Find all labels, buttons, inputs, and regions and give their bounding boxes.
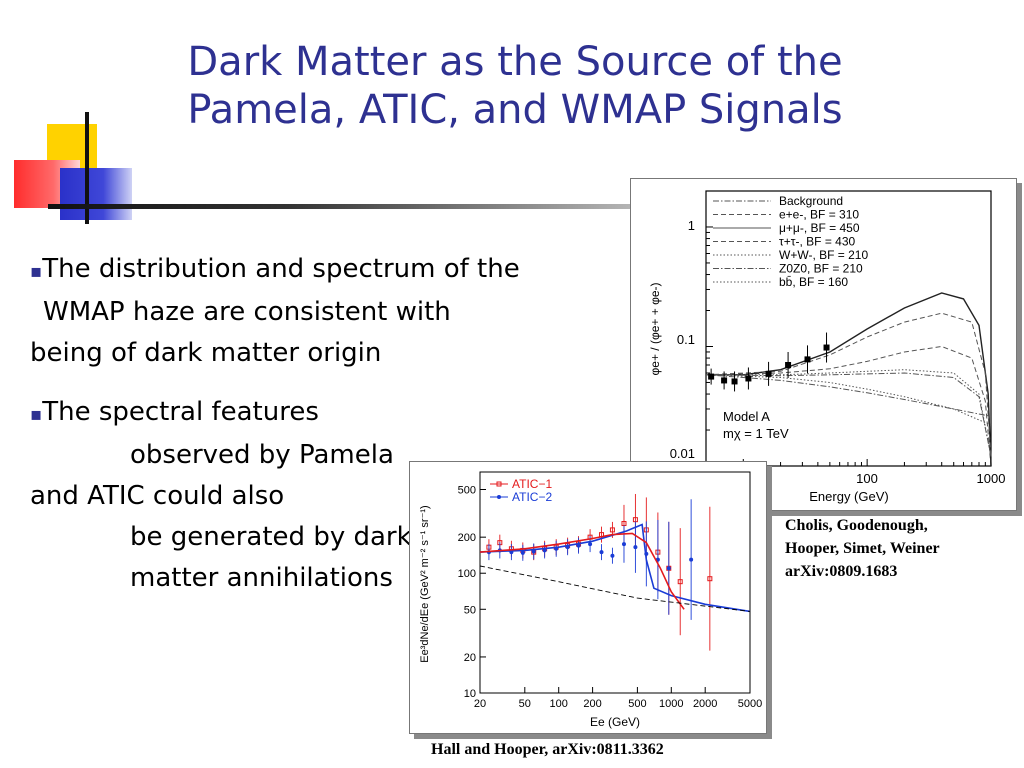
- positron-fraction-figure: Background e+e-, BF = 310 μ+μ-, BF = 450 τ+…: [630, 178, 1017, 511]
- data-point: [609, 527, 615, 533]
- y-tick-label: 0.01: [670, 446, 695, 461]
- legend-entry: μ+μ-, BF = 450: [779, 221, 860, 235]
- x-tick-label: 100: [550, 698, 568, 710]
- figure-2-caption: Hall and Hooper, arXiv:0811.3362: [431, 741, 664, 758]
- legend-entry: bb̄, BF = 160: [779, 275, 848, 289]
- bullet-2-line-4: be generated by dark: [130, 522, 412, 552]
- series-line: [705, 345, 992, 467]
- series-line: [705, 372, 992, 457]
- bullet-1: ▪The distribution and spectrum of the WM…: [30, 249, 590, 374]
- x-axis-label: Ee (GeV): [590, 715, 640, 729]
- data-point: [621, 521, 627, 527]
- series-line: [705, 374, 992, 426]
- x-tick-label: 100: [856, 471, 878, 486]
- legend-entry: Z0Z0, BF = 210: [779, 262, 863, 276]
- atic-spectrum-figure: 20 50 100 200 500 1000 2000 5000 500 200 100 50 20 10…: [409, 461, 767, 734]
- title-line-2: Pamela, ATIC, and WMAP Signals: [187, 87, 843, 133]
- title-line-1: Dark Matter as the Source of the: [187, 39, 843, 85]
- caption-line: Hooper, Simet, Weiner: [785, 540, 940, 557]
- x-tick-label: 5000: [738, 698, 762, 710]
- x-tick-label: 20: [474, 698, 486, 710]
- data-point: [633, 545, 638, 550]
- bullet-1-line-2: WMAP haze are consistent with: [43, 297, 451, 327]
- figure-1-caption: Cholis, Goodenough, Hooper, Simet, Weine…: [785, 514, 940, 583]
- data-point: [520, 550, 525, 555]
- chart-plot-area: [479, 471, 751, 694]
- y-tick-label: 20: [464, 652, 476, 664]
- legend-entry: ATIC−2: [512, 490, 552, 504]
- decor-blue-square: [60, 168, 132, 220]
- y-tick-label: 200: [458, 532, 476, 544]
- data-point: [785, 362, 792, 369]
- y-tick-label: 10: [464, 688, 476, 700]
- legend-entry: W+W-, BF = 210: [779, 248, 868, 262]
- series-line: [479, 565, 751, 612]
- series-line: [706, 369, 992, 457]
- bullet-marker: ▪: [30, 261, 43, 282]
- legend-entry: τ+τ-, BF = 430: [779, 235, 856, 249]
- y-tick-label: 500: [458, 485, 476, 497]
- y-axis-label: φe+ / (φe+ + φe-): [648, 282, 662, 375]
- decor-vertical-line: [85, 112, 89, 224]
- caption-line: arXiv:0809.1683: [785, 563, 898, 580]
- data-point: [599, 550, 604, 555]
- bullet-marker: ▪: [30, 404, 43, 425]
- data-point: [666, 566, 671, 571]
- caption-line: Cholis, Goodenough,: [785, 517, 928, 534]
- data-point: [588, 542, 593, 547]
- slide-title: Dark Matter as the Source of the Pamela,…: [90, 38, 940, 134]
- x-tick-label: 50: [519, 698, 531, 710]
- data-point: [610, 553, 615, 558]
- x-axis-label: Energy (GeV): [809, 489, 888, 504]
- data-point: [731, 378, 738, 385]
- data-point: [621, 542, 626, 547]
- data-point: [707, 576, 713, 582]
- bullet-1-line-3: being of dark matter origin: [30, 338, 382, 368]
- annotation-mass: mχ = 1 TeV: [723, 426, 789, 441]
- x-tick-label: 1000: [659, 698, 683, 710]
- legend-marker: [497, 495, 501, 499]
- y-tick-label: 1: [688, 218, 695, 233]
- data-point: [823, 344, 830, 351]
- data-point: [721, 377, 728, 384]
- x-tick-label: 1000: [977, 471, 1006, 486]
- data-point: [689, 557, 694, 562]
- x-tick-label: 500: [628, 698, 646, 710]
- legend-entry: ATIC−1: [512, 477, 552, 491]
- data-point: [542, 548, 547, 553]
- data-point: [765, 370, 772, 377]
- data-point: [708, 373, 715, 380]
- data-point: [677, 579, 683, 585]
- atic-spectrum-chart: 20 50 100 200 500 1000 2000 5000500200100502010…: [419, 471, 762, 729]
- annotation-model: Model A: [723, 409, 770, 424]
- data-point: [804, 356, 811, 363]
- legend-entry: e+e-, BF = 310: [779, 208, 859, 222]
- series-line: [705, 312, 992, 457]
- data-point: [745, 375, 752, 382]
- chart-plot-area: [705, 190, 992, 467]
- bullet-2: ▪The spectral features observed by Pamel…: [30, 392, 450, 599]
- y-tick-label: 0.1: [677, 332, 695, 347]
- legend-marker: [496, 481, 502, 487]
- x-tick-label: 2000: [693, 698, 717, 710]
- bullet-2-line-1: The spectral features: [42, 397, 319, 427]
- x-tick-label: 200: [583, 698, 601, 710]
- legend-entry: Background: [779, 194, 843, 208]
- y-axis-label: Ee³dNe/dEe (GeV² m⁻² s⁻¹ sr⁻¹): [419, 505, 431, 662]
- decor-horizontal-line: [48, 204, 648, 209]
- y-tick-label: 50: [464, 604, 476, 616]
- bullet-2-line-3: and ATIC could also: [30, 481, 285, 511]
- bullet-2-line-2: observed by Pamela: [130, 440, 394, 470]
- bullet-2-line-5: matter annihilations: [130, 563, 393, 593]
- bullet-1-line-1: The distribution and spectrum of the: [42, 254, 520, 284]
- y-tick-label: 100: [458, 568, 476, 580]
- series-line: [479, 523, 751, 613]
- series-line: [479, 532, 685, 610]
